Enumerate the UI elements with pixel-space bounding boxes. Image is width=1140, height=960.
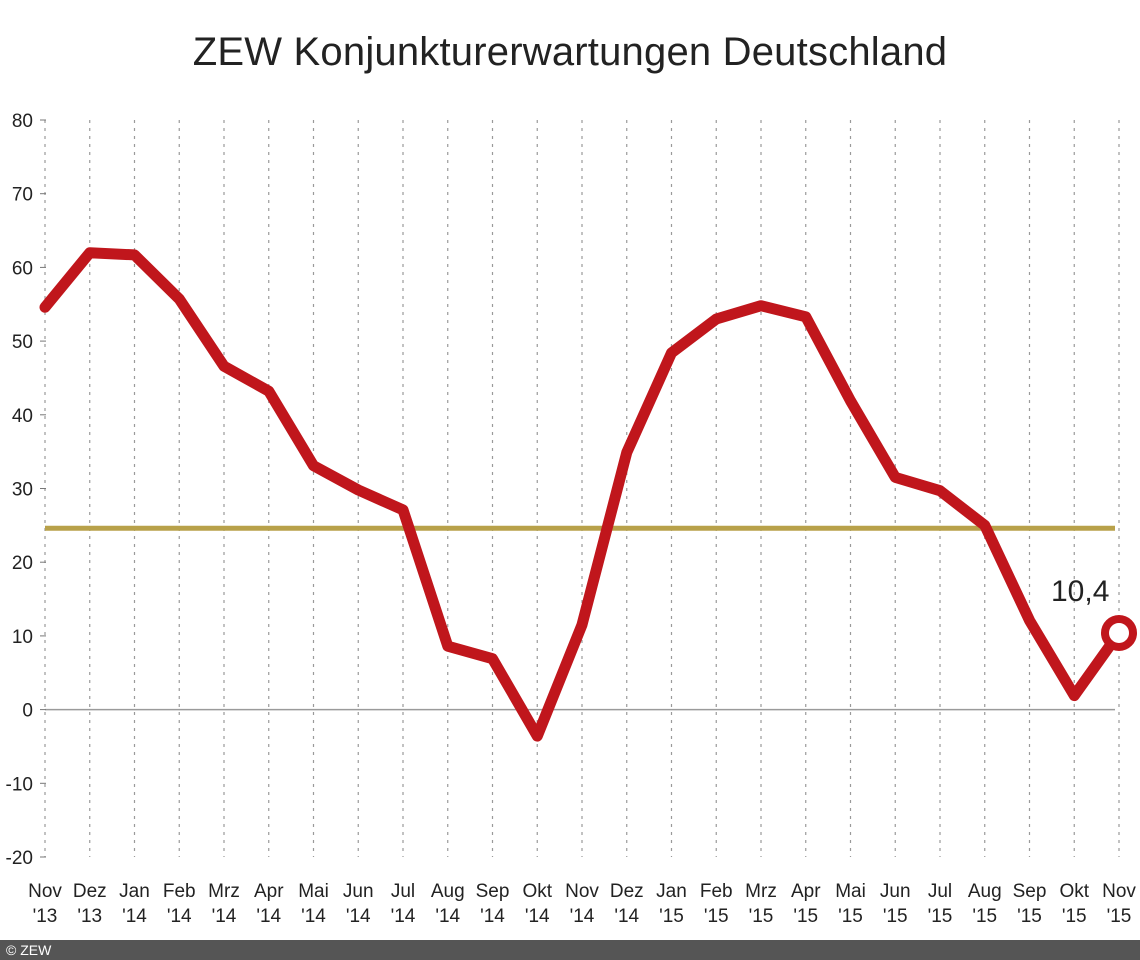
x-tick-label-month: Jan (119, 881, 150, 902)
x-tick-label-month: Nov (1102, 881, 1136, 902)
x-tick-label-year: '14 (212, 906, 237, 927)
x-tick-label-month: Apr (791, 881, 821, 902)
chart-title: ZEW Konjunkturerwartungen Deutschland (192, 30, 948, 74)
y-tick-label: 80 (12, 111, 33, 132)
y-tick-label: 60 (12, 258, 33, 279)
x-tick-label-month: Jun (343, 881, 374, 902)
x-tick-label-year: '14 (391, 906, 416, 927)
x-tick-label-month: Dez (610, 881, 644, 902)
x-tick-label-year: '15 (1107, 906, 1132, 927)
line-chart: 80 70 60 50 40 30 20 10 0 -10 -20 Nov '13 Dez '13 Jan '… (6, 111, 1137, 927)
x-tick-label-month: Jun (880, 881, 911, 902)
y-tick-label: 0 (22, 701, 33, 722)
grid-lines (44, 120, 1120, 857)
x-tick-label-month: Mrz (208, 881, 240, 902)
x-tick-label-year: '14 (167, 906, 192, 927)
x-tick-label-year: '14 (525, 906, 550, 927)
x-tick-label-year: '15 (972, 906, 997, 927)
x-tick-label-year: '14 (301, 906, 326, 927)
x-tick-label-year: '14 (256, 906, 281, 927)
x-axis: Nov '13 Dez '13 Jan '14 Feb '14 Mrz '14 Apr '14 Mai '… (28, 881, 1136, 927)
x-tick-label-month: Mai (835, 881, 866, 902)
annotation-layer: 10,4 (1051, 575, 1109, 608)
x-tick-label-year: '13 (77, 906, 102, 927)
x-tick-label-month: Sep (1013, 881, 1047, 902)
x-tick-label-month: Aug (431, 881, 465, 902)
last-point-marker (1101, 614, 1137, 651)
footer-bar: © ZEW (0, 940, 1140, 960)
x-tick-label-year: '15 (793, 906, 818, 927)
y-tick-label: -10 (6, 774, 33, 795)
y-tick-label: -20 (6, 848, 33, 869)
y-axis: 80 70 60 50 40 30 20 10 0 -10 -20 (6, 111, 46, 869)
x-tick-label-month: Mai (298, 881, 329, 902)
x-tick-label-year: '15 (1017, 906, 1042, 927)
x-tick-label-month: Okt (522, 881, 552, 902)
x-tick-label-year: '13 (33, 906, 58, 927)
x-tick-label-year: '15 (659, 906, 684, 927)
x-tick-label-month: Jan (656, 881, 687, 902)
x-tick-label-month: Feb (163, 881, 196, 902)
series-layer (39, 247, 1137, 742)
y-tick-label: 20 (12, 553, 33, 574)
x-tick-label-year: '15 (838, 906, 863, 927)
x-tick-label-year: '14 (346, 906, 371, 927)
x-tick-label-year: '14 (614, 906, 639, 927)
annotation-label: 10,4 (1051, 575, 1109, 608)
x-tick-label-year: '15 (749, 906, 774, 927)
y-tick-label: 10 (12, 627, 33, 648)
x-tick-label-month: Aug (968, 881, 1002, 902)
x-tick-label-month: Sep (476, 881, 510, 902)
y-tick-label: 50 (12, 332, 33, 353)
x-tick-label-year: '14 (122, 906, 147, 927)
x-tick-label-year: '14 (570, 906, 595, 927)
x-tick-label-month: Jul (928, 881, 952, 902)
x-tick-label-month: Mrz (745, 881, 777, 902)
x-tick-label-year: '15 (704, 906, 729, 927)
x-tick-label-month: Okt (1059, 881, 1089, 902)
x-tick-label-year: '15 (928, 906, 953, 927)
x-tick-label-month: Apr (254, 881, 284, 902)
x-tick-label-month: Jul (391, 881, 415, 902)
x-tick-label-month: Nov (565, 881, 599, 902)
x-tick-label-month: Nov (28, 881, 62, 902)
x-tick-label-year: '14 (480, 906, 505, 927)
x-tick-label-year: '14 (435, 906, 460, 927)
x-tick-label-year: '15 (1062, 906, 1087, 927)
series-line (39, 247, 1125, 742)
y-tick-label: 30 (12, 480, 33, 501)
x-tick-label-month: Dez (73, 881, 107, 902)
footer-copyright: © ZEW (6, 942, 52, 958)
y-tick-label: 70 (12, 185, 33, 206)
x-tick-label-year: '15 (883, 906, 908, 927)
y-tick-label: 40 (12, 406, 33, 427)
x-tick-label-month: Feb (700, 881, 733, 902)
